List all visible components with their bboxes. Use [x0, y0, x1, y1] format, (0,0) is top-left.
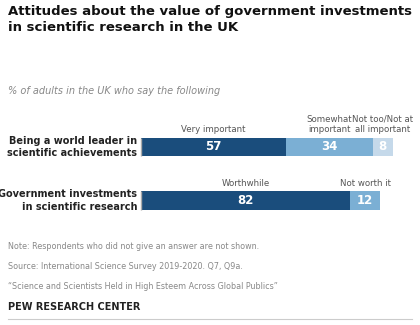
Text: PEW RESEARCH CENTER: PEW RESEARCH CENTER: [8, 302, 141, 312]
Text: 12: 12: [357, 194, 373, 207]
Text: 82: 82: [237, 194, 254, 207]
Text: % of adults in the UK who say the following: % of adults in the UK who say the follow…: [8, 86, 220, 96]
Bar: [286, 137, 373, 156]
Text: Very important: Very important: [181, 125, 246, 134]
Text: Being a world leader in
scientific achievements: Being a world leader in scientific achie…: [7, 136, 137, 158]
Text: Government investments
in scientific research: Government investments in scientific res…: [0, 189, 137, 212]
Bar: [141, 191, 350, 210]
Text: Worthwhile: Worthwhile: [221, 179, 270, 188]
Bar: [141, 137, 286, 156]
Text: Source: International Science Survey 2019-2020. Q7, Q9a.: Source: International Science Survey 201…: [8, 262, 243, 271]
Text: Not too/Not at
all important: Not too/Not at all important: [352, 115, 413, 134]
Bar: [373, 137, 393, 156]
Text: “Science and Scientists Held in High Esteem Across Global Publics”: “Science and Scientists Held in High Est…: [8, 282, 278, 292]
Text: Somewhat
important: Somewhat important: [307, 115, 352, 134]
Text: Not worth it: Not worth it: [339, 179, 391, 188]
Text: 34: 34: [321, 140, 338, 153]
Text: 8: 8: [379, 140, 387, 153]
Text: Note: Respondents who did not give an answer are not shown.: Note: Respondents who did not give an an…: [8, 242, 260, 251]
Text: 57: 57: [205, 140, 222, 153]
Text: Attitudes about the value of government investments
in scientific research in th: Attitudes about the value of government …: [8, 5, 412, 34]
Bar: [350, 191, 380, 210]
